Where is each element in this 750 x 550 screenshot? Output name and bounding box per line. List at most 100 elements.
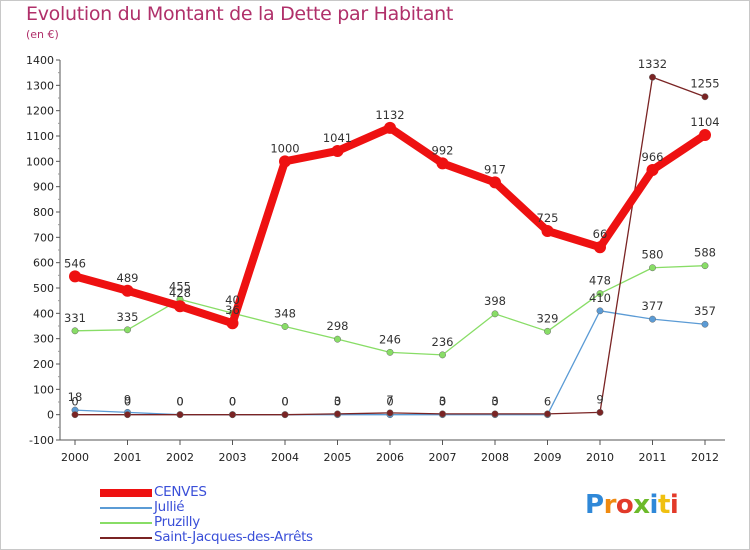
data-point (121, 284, 134, 297)
data-point (386, 409, 394, 417)
data-point (279, 155, 291, 168)
data-point (701, 93, 709, 101)
y-tick-label: 1100 (26, 130, 54, 143)
logo-letter: t (657, 490, 670, 520)
logo-letter: r (603, 490, 617, 520)
data-point (436, 157, 449, 170)
data-label: 580 (642, 248, 664, 262)
data-label: 66 (593, 227, 608, 241)
data-point (69, 270, 81, 283)
y-tick-label: 100 (33, 383, 54, 396)
data-point (701, 262, 709, 270)
data-point (439, 351, 446, 359)
data-label: 992 (432, 143, 454, 157)
data-label: 329 (537, 311, 559, 325)
legend-swatch (100, 537, 152, 539)
data-point (281, 411, 289, 419)
y-tick-label: 1400 (26, 54, 54, 67)
data-label: 917 (484, 162, 506, 176)
data-label: 0 (281, 395, 288, 409)
x-tick-label: 2000 (61, 451, 89, 464)
data-label: 1255 (690, 77, 719, 91)
y-tick-label: 700 (33, 231, 54, 244)
data-point (646, 163, 659, 176)
data-label: 36 (225, 303, 240, 317)
x-tick-label: 2007 (429, 451, 457, 464)
y-tick-label: 600 (33, 257, 54, 270)
data-label: 410 (589, 291, 611, 305)
x-tick-label: 2004 (271, 451, 299, 464)
data-point (699, 128, 711, 141)
logo-letter: i (649, 490, 659, 520)
data-label: 1332 (638, 57, 667, 71)
chart-subtitle: (en €) (26, 28, 59, 41)
data-label: 1000 (270, 141, 299, 155)
data-label: 246 (379, 332, 401, 346)
data-point (124, 411, 131, 419)
x-tick-label: 2008 (481, 451, 509, 464)
data-label: 588 (694, 246, 716, 260)
data-label: 0 (71, 395, 78, 409)
data-label: 298 (327, 319, 349, 333)
x-tick-label: 2001 (114, 451, 142, 464)
data-point (331, 144, 344, 157)
data-label: 0 (176, 395, 183, 409)
data-label: 377 (642, 299, 664, 313)
data-point (649, 264, 656, 272)
data-label: 0 (386, 395, 393, 409)
legend-label: Pruzilly (154, 514, 200, 530)
data-label: 1104 (690, 115, 719, 129)
data-point (174, 300, 186, 313)
data-point (544, 410, 551, 418)
proxiti-logo: Proxiti (585, 490, 679, 520)
y-tick-label: 1300 (26, 79, 54, 92)
x-tick-label: 2003 (219, 451, 247, 464)
data-point (596, 290, 604, 298)
data-point (649, 315, 656, 323)
data-label: 3 (491, 394, 498, 408)
data-point (384, 121, 396, 134)
data-point (334, 410, 341, 418)
data-point (489, 176, 501, 189)
legend-label: CENVES (154, 484, 207, 500)
y-tick-label: -100 (29, 434, 54, 447)
data-point (541, 225, 554, 237)
line-chart: -100010020030040050060070080090010001100… (26, 54, 725, 464)
logo-letter: P (585, 490, 604, 520)
data-label: 428 (169, 286, 191, 300)
data-point (71, 327, 79, 335)
data-point (334, 335, 341, 343)
data-point (229, 411, 236, 419)
legend-label: Jullié (154, 499, 185, 515)
data-label: 331 (64, 311, 86, 325)
x-tick-label: 2005 (324, 451, 352, 464)
x-tick-label: 2012 (691, 451, 719, 464)
data-label: 0 (281, 395, 288, 409)
data-point (226, 317, 239, 330)
data-point (491, 310, 499, 318)
data-label: 9 (124, 392, 131, 406)
data-label: 398 (484, 294, 506, 308)
data-label: 0 (491, 395, 498, 409)
data-point (386, 348, 394, 356)
data-label: 3 (334, 394, 341, 408)
x-tick-label: 2011 (639, 451, 667, 464)
y-tick-label: 400 (33, 307, 54, 320)
y-tick-label: 200 (33, 358, 54, 371)
data-label: 7 (386, 393, 393, 407)
legend-swatch (100, 507, 152, 509)
data-label: 40 (225, 293, 240, 307)
data-label: 18 (68, 390, 83, 404)
y-tick-label: 800 (33, 206, 54, 219)
data-label: 357 (694, 304, 716, 318)
data-point (281, 323, 289, 330)
data-label: 725 (537, 211, 559, 225)
legend-label: Saint-Jacques-des-Arrêts (154, 529, 313, 545)
data-label: 0 (334, 395, 341, 409)
data-point (544, 327, 551, 335)
y-tick-label: 1200 (26, 105, 54, 118)
chart-title: Evolution du Montant de la Dette par Hab… (26, 3, 454, 25)
logo-letter: o (615, 490, 634, 520)
data-point (491, 410, 499, 418)
data-point (439, 410, 446, 418)
